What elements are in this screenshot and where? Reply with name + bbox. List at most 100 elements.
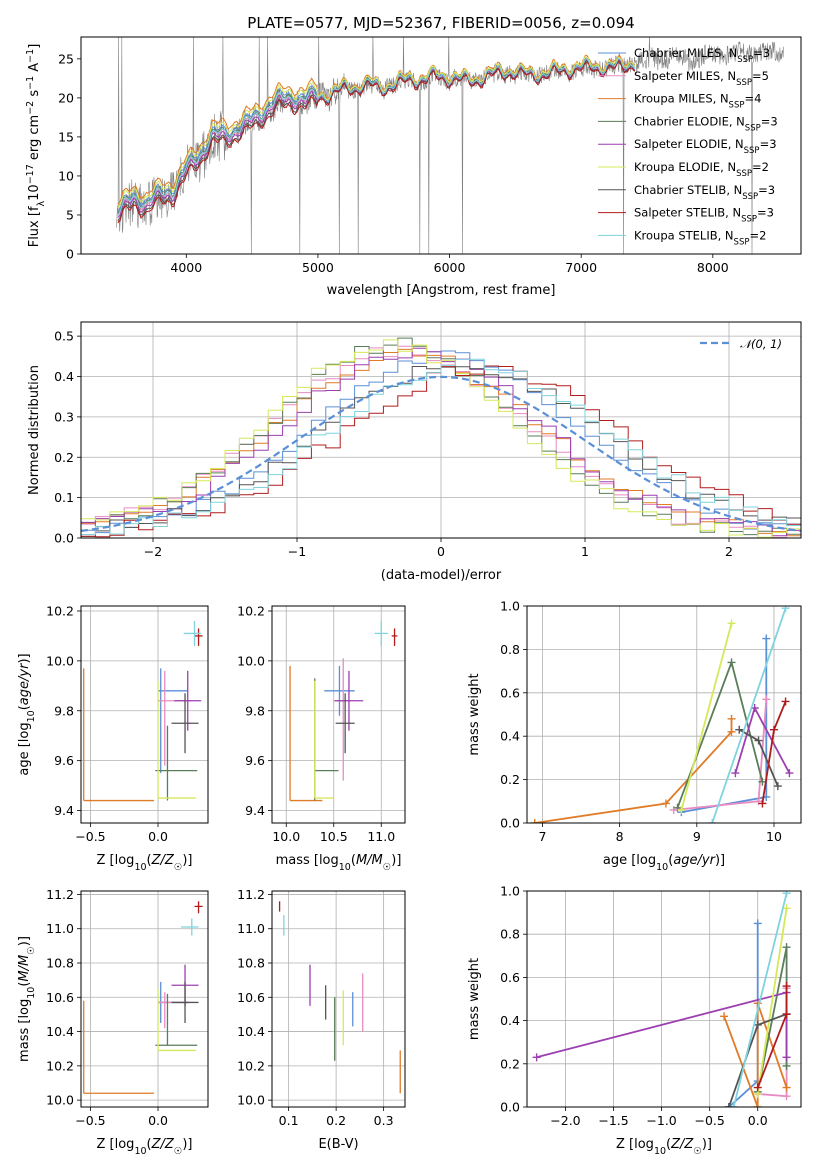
legend-suffix: =3 [760, 137, 777, 151]
weight-marker [727, 619, 736, 628]
weight-marker [773, 782, 782, 791]
x-tick-label: 6000 [434, 260, 466, 275]
x-tick-label: −1.5 [598, 1113, 628, 1128]
plot-area-residuals [81, 337, 801, 538]
label-part: ( [666, 1137, 671, 1152]
y-tick-label: 0.4 [500, 1013, 520, 1028]
weight-marker [532, 1053, 541, 1062]
label-part: 10 [339, 862, 351, 873]
y-tick-label: 9.8 [54, 703, 74, 718]
weight-marker [735, 725, 744, 734]
histogram-8 [81, 358, 801, 535]
label-part: −1 [25, 49, 36, 63]
panel-spectrum: 4000 5000 6000 7000 8000 0 5 10 15 20 25 [58, 36, 802, 275]
label-part: Z [log [97, 853, 135, 868]
label-part: ( [17, 705, 32, 710]
y-tick-label: 10.6 [46, 990, 74, 1005]
plot-area-massweight-vs-age [530, 606, 794, 823]
axes-frame [526, 890, 802, 1108]
label-part: −17 [25, 164, 36, 184]
legend-name: Salpeter MILES, N [634, 69, 736, 83]
label-part: )] [715, 853, 725, 868]
y-tick-label: 9.4 [54, 803, 74, 818]
weight-marker [720, 1012, 729, 1021]
y-tick-label: 11.0 [237, 921, 265, 936]
data-point-0 [158, 668, 188, 774]
y-tick-label: 0.8 [500, 927, 520, 942]
legend-name: Kroupa MILES, N [634, 92, 729, 106]
data-point-8 [183, 620, 202, 646]
axes-frame [526, 605, 802, 824]
x-tick-label: 5000 [302, 260, 334, 275]
x-axis-label: Z [log10(Z/Z☉)] [97, 1137, 193, 1157]
panel-mass-vs-Z: −0.5 0.0 10.0 10.2 10.4 10.6 10.8 11.0 11.2 [46, 887, 209, 1128]
label-part: erg cm [27, 115, 42, 164]
y-tick-label: 10 [58, 168, 74, 183]
y-tick-label: 0.0 [500, 1100, 520, 1115]
weight-marker [782, 904, 791, 913]
weight-marker [781, 606, 790, 613]
data-point-4 [174, 670, 202, 731]
weight-marker [753, 919, 762, 928]
y-tick-label: 9.6 [245, 753, 265, 768]
x-tick-label: −0.5 [75, 829, 105, 844]
label-part: age/yr [17, 662, 32, 705]
weight-marker [731, 769, 740, 778]
weight-marker [782, 1053, 791, 1062]
x-tick-label: 9 [693, 829, 701, 844]
y-axis-label: age [log10(age/yr)] [17, 653, 37, 775]
y-tick-label: 10.0 [46, 653, 74, 668]
legend-suffix: =2 [749, 228, 766, 242]
axes-frame [80, 321, 802, 539]
y-tick-label: 10.4 [237, 1024, 265, 1039]
y-tick-label: 1.0 [500, 599, 520, 614]
weight-marker [677, 805, 686, 814]
data-point-3 [155, 725, 198, 801]
y-tick-label: 0.2 [500, 1056, 520, 1071]
legend-entry-0: Chabrier MILES, NSSP=3 [634, 46, 770, 65]
model-line-7 [117, 61, 636, 224]
axes-frame [80, 605, 209, 824]
label-part: ] [27, 44, 42, 49]
y-axis-label: mass weight [467, 958, 482, 1040]
y-tick-label: 0.8 [500, 642, 520, 657]
weight-marker [782, 1061, 791, 1070]
data-point-7 [194, 901, 203, 914]
legend-name: Chabrier ELODIE, N [634, 114, 745, 128]
legend-suffix: =4 [744, 92, 761, 106]
x-tick-label: 0.0 [748, 1113, 768, 1128]
x-tick-label: −0.5 [75, 1113, 105, 1128]
label-part: ( [147, 853, 152, 868]
data-point-5 [157, 680, 196, 799]
x-tick-label: 0.0 [148, 829, 168, 844]
x-tick-label: 2 [725, 544, 733, 559]
x-tick-label: 4000 [170, 260, 202, 275]
y-tick-label: 0.4 [500, 729, 520, 744]
plot-area-mass-vs-ebv [278, 901, 401, 1094]
x-tick-label: 10.5 [320, 829, 348, 844]
legend-suffix: =3 [757, 206, 774, 220]
weight-line-0 [728, 923, 759, 1107]
label-part: Z/Z [151, 1137, 175, 1152]
y-axis-label: mass [log10(M/M☉)] [17, 936, 37, 1062]
weight-line-0 [681, 638, 768, 813]
legend-entry-6: Chabrier STELIB, NSSP=3 [634, 183, 775, 202]
y-tick-label: 10.2 [46, 603, 74, 618]
weight-marker [724, 1103, 733, 1107]
weight-line-2 [534, 718, 733, 823]
y-tick-label: 10.2 [237, 603, 265, 618]
data-point-5 [314, 680, 334, 799]
legend-entry-7: Salpeter STELIB, NSSP=3 [634, 206, 774, 225]
y-tick-label: 5 [66, 207, 74, 222]
x-axis-label: age [log10(age/yr)] [603, 853, 725, 873]
label-part: ( [668, 853, 673, 868]
y-tick-label: 0.6 [500, 970, 520, 985]
y-tick-label: 15 [58, 129, 74, 144]
weight-line-8 [711, 607, 787, 823]
histogram-4 [81, 347, 801, 537]
weight-marker [754, 736, 763, 745]
y-tick-label: 0.1 [54, 490, 74, 505]
data-point-4 [334, 670, 364, 731]
label-part: 10 [134, 862, 146, 873]
y-tick-label: 9.8 [245, 703, 265, 718]
